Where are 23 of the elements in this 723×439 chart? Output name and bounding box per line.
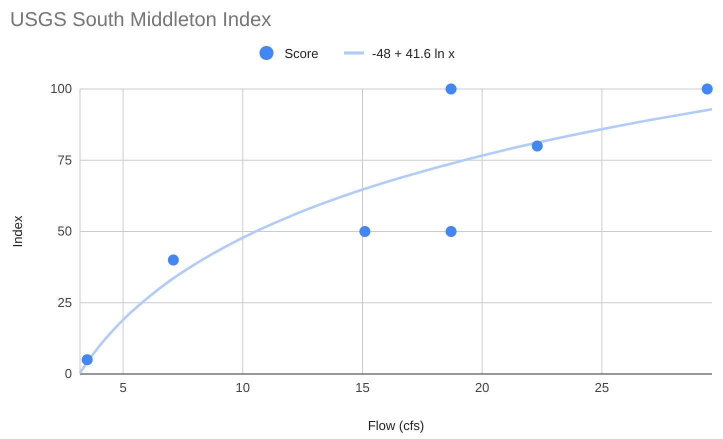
point [446, 226, 457, 237]
point [702, 84, 713, 94]
legend-label: -48 + 41.6 ln x [372, 46, 456, 61]
y-tick-label: 0 [64, 366, 72, 381]
x-tick-label: 15 [355, 380, 370, 395]
y-axis-title: Index [10, 215, 25, 248]
point [446, 84, 457, 94]
point [168, 254, 179, 266]
y-tick-label: 75 [58, 152, 72, 168]
legend-label: Score [284, 46, 318, 61]
point [359, 226, 370, 237]
x-tick-label: 20 [474, 380, 490, 395]
point [82, 354, 93, 366]
x-tick-label: 25 [594, 380, 610, 395]
y-tick-label: 100 [50, 81, 72, 96]
x-tick-label: 5 [119, 380, 127, 395]
y-tick-label: 50 [58, 224, 72, 238]
x-tick-label: 10 [236, 380, 250, 395]
line-series [78, 108, 714, 374]
chart-title: USGS South Middleton Index [10, 9, 272, 31]
y-tick-label: 25 [58, 294, 72, 310]
point [532, 140, 543, 152]
x-axis-title: Flow (cfs) [368, 418, 424, 433]
